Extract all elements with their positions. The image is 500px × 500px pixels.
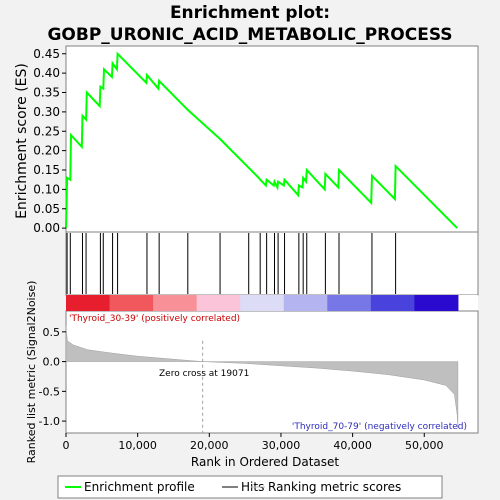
es-curve	[65, 51, 458, 229]
negative-label: 'Thyroid_70-79' (negatively correlated)	[292, 422, 467, 432]
xtick-label-2: 20,000	[190, 439, 229, 452]
metric-ytick-label-2: -0.5	[39, 385, 60, 398]
es-ytick-label-8: 0.40	[33, 66, 60, 80]
metric-area	[65, 325, 459, 429]
legend-metric-label: Ranking metric scores	[268, 480, 401, 494]
heat-band-4	[240, 295, 285, 311]
heat-band-0	[66, 295, 111, 311]
heat-band-3	[196, 295, 241, 311]
xtick-label-5: 50,000	[405, 439, 444, 452]
positive-label: 'Thyroid_30-39' (positively correlated)	[69, 314, 240, 324]
es-ytick-label-1: 0.05	[33, 202, 60, 216]
metric-ytick-label-1: 0.0	[43, 356, 61, 369]
metric-ytick-label-0: 0.5	[43, 326, 61, 339]
xtick-label-1: 10,000	[118, 439, 157, 452]
axes-layer: 0.000.050.100.150.200.250.300.350.400.45…	[33, 47, 443, 452]
es-ytick-label-5: 0.25	[33, 124, 60, 138]
es-ytick-label-2: 0.10	[33, 182, 60, 196]
xtick-label-3: 30,000	[262, 439, 301, 452]
chart-title-line2: GOBP_URONIC_ACID_METABOLIC_PROCESS	[47, 25, 452, 45]
es-axis-label: Enrichment score (ES)	[14, 63, 30, 219]
xtick-label-4: 40,000	[333, 439, 372, 452]
es-ytick-label-9: 0.45	[33, 47, 60, 61]
metric-layer	[65, 325, 459, 433]
hits-layer	[66, 233, 397, 294]
es-ytick-label-7: 0.35	[33, 86, 60, 100]
x-axis-label: Rank in Ordered Dataset	[191, 455, 339, 469]
metric-axis-label: Ranked list metric (Signal2Noise)	[25, 281, 38, 464]
zero-cross-label: Zero cross at 19071	[159, 369, 249, 379]
heat-band-7	[370, 295, 415, 311]
hits-panel	[65, 231, 479, 296]
es-ytick-label-6: 0.30	[33, 105, 60, 119]
heat-bar	[66, 295, 459, 311]
xtick-label-0: 0	[63, 439, 70, 452]
chart-title: Enrichment plot:	[170, 3, 330, 23]
heat-band-5	[283, 295, 328, 311]
es-ytick-label-4: 0.20	[33, 144, 60, 158]
es-ytick-label-3: 0.15	[33, 163, 60, 177]
legend	[57, 475, 443, 499]
es-ytick-label-0: 0.00	[33, 221, 60, 235]
heat-band-6	[327, 295, 372, 311]
heat-band-1	[109, 295, 154, 311]
es-layer	[65, 51, 458, 229]
heat-band-8	[414, 295, 459, 311]
heat-band-2	[153, 295, 198, 311]
es-panel	[65, 45, 479, 233]
metric-ytick-label-3: -1.0	[39, 415, 60, 428]
legend-es-label: Enrichment profile	[84, 480, 195, 494]
